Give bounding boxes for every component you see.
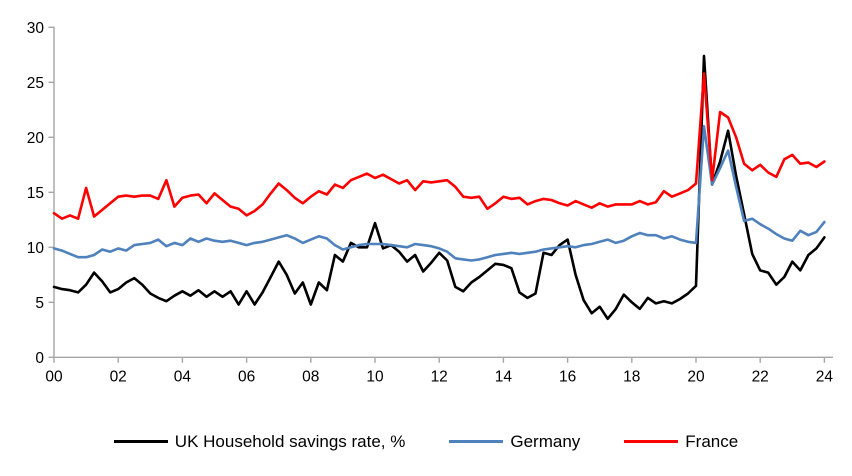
x-tick-label-10: 10 bbox=[366, 368, 384, 385]
x-tick-label-20: 20 bbox=[687, 368, 705, 385]
germany-line-swatch bbox=[449, 439, 504, 443]
x-tick-label-04: 04 bbox=[174, 368, 192, 385]
legend-label-uk: UK Household savings rate, % bbox=[174, 431, 406, 451]
x-tick-label-00: 00 bbox=[45, 368, 63, 385]
legend-label-france: France bbox=[685, 431, 739, 451]
x-tick-label-12: 12 bbox=[431, 368, 448, 385]
plot-area: 0 5 10 15 20 25 30 00 02 04 06 08 10 12 14 16 18 20 22 24 bbox=[27, 20, 834, 385]
chart-legend: UK Household savings rate, % Germany Fra… bbox=[0, 424, 852, 458]
uk-series-line bbox=[52, 54, 826, 321]
y-tick-label-25: 25 bbox=[27, 75, 44, 92]
y-tick-label-20: 20 bbox=[27, 130, 45, 147]
y-tick-label-0: 0 bbox=[35, 350, 44, 367]
x-tick-label-14: 14 bbox=[495, 368, 513, 385]
y-tick-label-5: 5 bbox=[35, 295, 44, 312]
y-tick-label-30: 30 bbox=[27, 20, 45, 37]
x-tick-label-06: 06 bbox=[238, 368, 255, 385]
x-tick-label-08: 08 bbox=[302, 368, 319, 385]
uk-line-swatch bbox=[113, 439, 168, 443]
legend-label-germany: Germany bbox=[510, 431, 581, 451]
x-tick-label-24: 24 bbox=[816, 368, 834, 385]
x-tick-label-22: 22 bbox=[752, 368, 769, 385]
germany-series-line bbox=[52, 125, 826, 262]
legend-item-uk: UK Household savings rate, % bbox=[113, 431, 406, 451]
france-series-line bbox=[52, 72, 826, 220]
x-tick-label-18: 18 bbox=[623, 368, 640, 385]
france-line-swatch bbox=[624, 439, 679, 443]
x-tick-label-16: 16 bbox=[559, 368, 576, 385]
y-tick-label-10: 10 bbox=[27, 240, 45, 257]
legend-item-france: France bbox=[624, 433, 738, 450]
y-tick-label-15: 15 bbox=[27, 185, 44, 202]
legend-item-germany: Germany bbox=[449, 433, 580, 450]
x-tick-label-02: 02 bbox=[110, 368, 127, 385]
